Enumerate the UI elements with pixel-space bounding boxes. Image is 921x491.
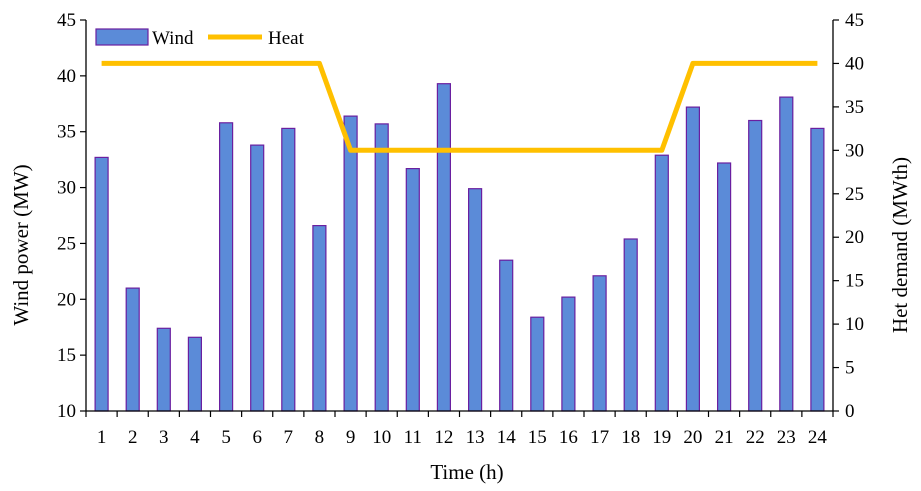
heat-line-group <box>101 60 818 153</box>
wind-bar-24 <box>810 127 825 412</box>
x-tick-label: 18 <box>621 427 640 448</box>
wind-bar-22 <box>748 119 763 412</box>
wind-bar-8 <box>312 225 327 412</box>
x-tick-label: 1 <box>97 427 107 448</box>
y-tick-label: 35 <box>57 122 76 143</box>
wind-bar-11 <box>405 168 420 412</box>
wind-bar-14 <box>499 259 514 412</box>
wind-bar-4 <box>187 336 202 412</box>
y2-tick-label: 5 <box>845 358 855 379</box>
y2-tick-label: 40 <box>845 53 864 74</box>
x-tick-label: 12 <box>434 427 453 448</box>
wind-bar-16 <box>561 296 576 412</box>
wind-bar-13 <box>468 188 483 412</box>
y-tick-label: 40 <box>57 66 76 87</box>
wind-bar-2 <box>125 287 140 412</box>
y-tick-label: 15 <box>57 345 76 366</box>
wind-bar-19 <box>654 154 669 412</box>
x-tick-label: 11 <box>404 427 422 448</box>
x-tick-label: 16 <box>559 427 578 448</box>
y-tick-label: 45 <box>57 10 76 31</box>
x-tick-label: 21 <box>715 427 734 448</box>
y2-tick-label: 35 <box>845 97 864 118</box>
y2-tick-label: 20 <box>845 227 864 248</box>
x-tick-label: 20 <box>683 427 702 448</box>
wind-bar-10 <box>374 123 389 412</box>
wind-bar-17 <box>592 275 607 412</box>
x-tick-label: 6 <box>252 427 262 448</box>
y2-axis-title: Het demand (MWth) <box>888 157 912 333</box>
wind-bar-9 <box>343 115 358 412</box>
y2-tick-label: 15 <box>845 271 864 292</box>
x-tick-label: 13 <box>466 427 485 448</box>
x-tick-label: 2 <box>128 427 138 448</box>
wind-bar-3 <box>156 327 171 412</box>
y-tick-label: 30 <box>57 178 76 199</box>
x-tick-label: 9 <box>346 427 356 448</box>
y-tick-label: 20 <box>57 289 76 310</box>
wind-bars <box>94 83 825 412</box>
heat-line <box>101 60 818 153</box>
y2-tick-label: 45 <box>845 10 864 31</box>
x-tick-label: 4 <box>190 427 200 448</box>
wind-bar-1 <box>94 156 109 412</box>
x-tick-label: 14 <box>497 427 517 448</box>
wind-bar-6 <box>250 144 265 412</box>
y-tick-label: 25 <box>57 233 76 254</box>
x-tick-label: 19 <box>652 427 671 448</box>
x-tick-label: 23 <box>777 427 796 448</box>
x-tick-label: 17 <box>590 427 609 448</box>
legend-label-wind: Wind <box>152 28 194 49</box>
x-tick-label: 24 <box>808 427 828 448</box>
wind-bar-12 <box>436 83 451 412</box>
wind-bar-7 <box>281 127 296 412</box>
wind-bar-5 <box>219 122 234 412</box>
wind-bar-20 <box>685 106 701 412</box>
x-tick-label: 5 <box>221 427 231 448</box>
wind-bar-15 <box>530 316 545 412</box>
x-tick-label: 10 <box>372 427 391 448</box>
x-tick-label: 7 <box>284 427 294 448</box>
x-tick-label: 22 <box>746 427 765 448</box>
y2-tick-label: 10 <box>845 314 864 335</box>
x-tick-label: 3 <box>159 427 169 448</box>
wind-bar-18 <box>623 238 638 412</box>
y2-tick-label: 25 <box>845 184 864 205</box>
legend-swatch-wind <box>95 28 149 46</box>
x-tick-label: 8 <box>315 427 325 448</box>
wind-bar-23 <box>779 96 794 412</box>
y-tick-label: 10 <box>57 401 76 422</box>
wind-bar-21 <box>716 162 732 412</box>
legend: Wind Heat <box>95 28 305 49</box>
y2-tick-label: 30 <box>845 140 864 161</box>
y-axis-title: Wind power (MW) <box>9 164 33 325</box>
legend-label-heat: Heat <box>268 28 305 49</box>
y2-tick-label: 0 <box>845 401 855 422</box>
x-tick-label: 15 <box>528 427 547 448</box>
x-axis-title: Time (h) <box>430 460 503 484</box>
